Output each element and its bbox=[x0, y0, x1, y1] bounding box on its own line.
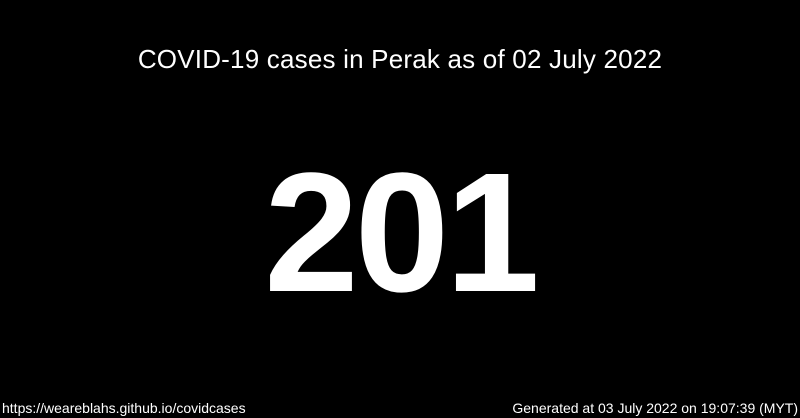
case-count: 201 bbox=[264, 138, 540, 328]
card-title: COVID-19 cases in Perak as of 02 July 20… bbox=[137, 44, 663, 74]
generated-timestamp: Generated at 03 July 2022 on 19:07:39 (M… bbox=[512, 400, 798, 416]
source-url-link[interactable]: https://weareblahs.github.io/covidcases bbox=[2, 400, 246, 416]
